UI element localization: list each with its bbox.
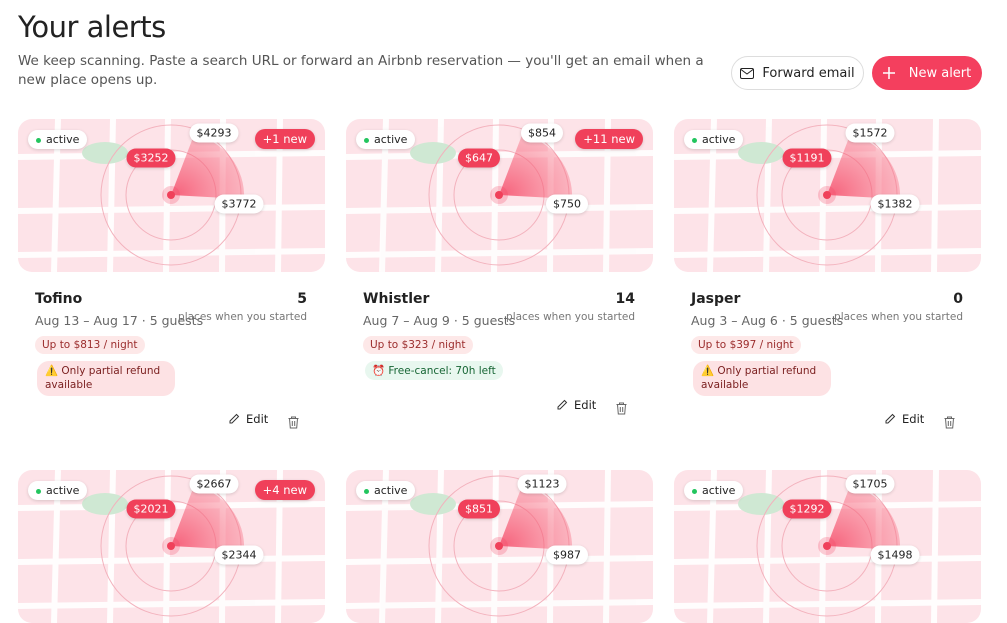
price-pin: $851 <box>458 499 500 519</box>
button-label: New alert <box>908 65 972 81</box>
edit-label: Edit <box>902 412 925 426</box>
alert-dates: Aug 7 – Aug 9 · 5 guests <box>363 313 516 328</box>
price-pin: $3772 <box>214 194 264 214</box>
places-label: places when you started <box>506 311 635 323</box>
price-pin: $750 <box>546 194 588 214</box>
plus-icon <box>882 67 895 79</box>
free-cancel-chip: ⏰ Free-cancel: 70h left <box>365 361 503 380</box>
pencil-icon <box>229 413 240 424</box>
places-count: 14 <box>615 291 635 307</box>
alert-dates: Aug 13 – Aug 17 · 5 guests <box>35 313 204 328</box>
status-chip: active <box>684 481 744 500</box>
refund-warning: ⚠️ Only partial refund available <box>693 361 831 396</box>
edit-button[interactable]: Edit <box>556 398 596 412</box>
delete-button[interactable] <box>288 414 299 433</box>
forward-email-button[interactable]: Forward email <box>731 56 864 90</box>
places-label: places when you started <box>834 311 963 323</box>
price-cap: Up to $397 / night <box>691 336 801 354</box>
price-pin: $1123 <box>517 474 567 494</box>
status-chip: active <box>28 481 88 500</box>
price-pin: $647 <box>458 148 500 168</box>
status-chip: active <box>356 130 416 149</box>
new-badge: +11 new <box>575 129 643 149</box>
alert-name: Jasper <box>691 291 741 307</box>
places-label: places when you started <box>178 311 307 323</box>
price-pin: $1292 <box>782 499 832 519</box>
page: Your alerts We keep scanning. Paste a se… <box>18 10 982 623</box>
map-illustration <box>18 119 325 272</box>
alert-name: Tofino <box>35 291 83 307</box>
places-count: 5 <box>297 291 307 307</box>
map: active $1572 $1191 $1382 <box>674 119 981 272</box>
price-cap: Up to $323 / night <box>363 336 473 354</box>
pencil-icon <box>557 399 568 410</box>
map: active +1 new $4293 $3252 $3772 <box>18 119 325 272</box>
price-pin: $1572 <box>845 123 895 143</box>
refund-warning: ⚠️ Only partial refund available <box>37 361 175 396</box>
map: active +11 new $854 $647 $750 <box>346 119 653 272</box>
delete-button[interactable] <box>616 400 627 419</box>
pencil-icon <box>885 413 896 424</box>
alert-dates: Aug 3 – Aug 6 · 5 guests <box>691 313 844 328</box>
trash-icon <box>616 402 627 415</box>
mail-icon <box>740 67 755 79</box>
trash-icon <box>288 416 299 429</box>
delete-button[interactable] <box>944 414 955 433</box>
price-pin: $1705 <box>845 474 895 494</box>
page-title: Your alerts <box>18 10 166 44</box>
subtitle: We keep scanning. Paste a search URL or … <box>18 53 704 88</box>
edit-button[interactable]: Edit <box>884 412 924 426</box>
map: active $1705 $1292 $1498 <box>674 470 981 623</box>
new-badge: +4 new <box>254 480 315 500</box>
status-chip: active <box>684 130 744 149</box>
price-pin: $987 <box>546 545 588 565</box>
map: active +4 new $2667 $2021 $2344 <box>18 470 325 623</box>
button-label: Forward email <box>762 65 855 81</box>
price-pin: $4293 <box>189 123 239 143</box>
alert-name: Whistler <box>363 291 430 307</box>
map: active $1123 $851 $987 <box>346 470 653 623</box>
edit-label: Edit <box>574 398 597 412</box>
edit-label: Edit <box>246 412 269 426</box>
places-count: 0 <box>953 291 963 307</box>
status-chip: active <box>28 130 88 149</box>
price-pin: $1498 <box>870 545 920 565</box>
edit-button[interactable]: Edit <box>228 412 268 426</box>
price-pin: $1382 <box>870 194 920 214</box>
price-pin: $3252 <box>126 148 176 168</box>
new-alert-button[interactable]: New alert <box>872 56 982 90</box>
price-pin: $854 <box>521 123 563 143</box>
price-pin: $1191 <box>782 148 832 168</box>
status-chip: active <box>356 481 416 500</box>
price-pin: $2344 <box>214 545 264 565</box>
price-pin: $2021 <box>126 499 176 519</box>
trash-icon <box>944 416 955 429</box>
new-badge: +1 new <box>254 129 315 149</box>
price-cap: Up to $813 / night <box>35 336 145 354</box>
price-pin: $2667 <box>189 474 239 494</box>
